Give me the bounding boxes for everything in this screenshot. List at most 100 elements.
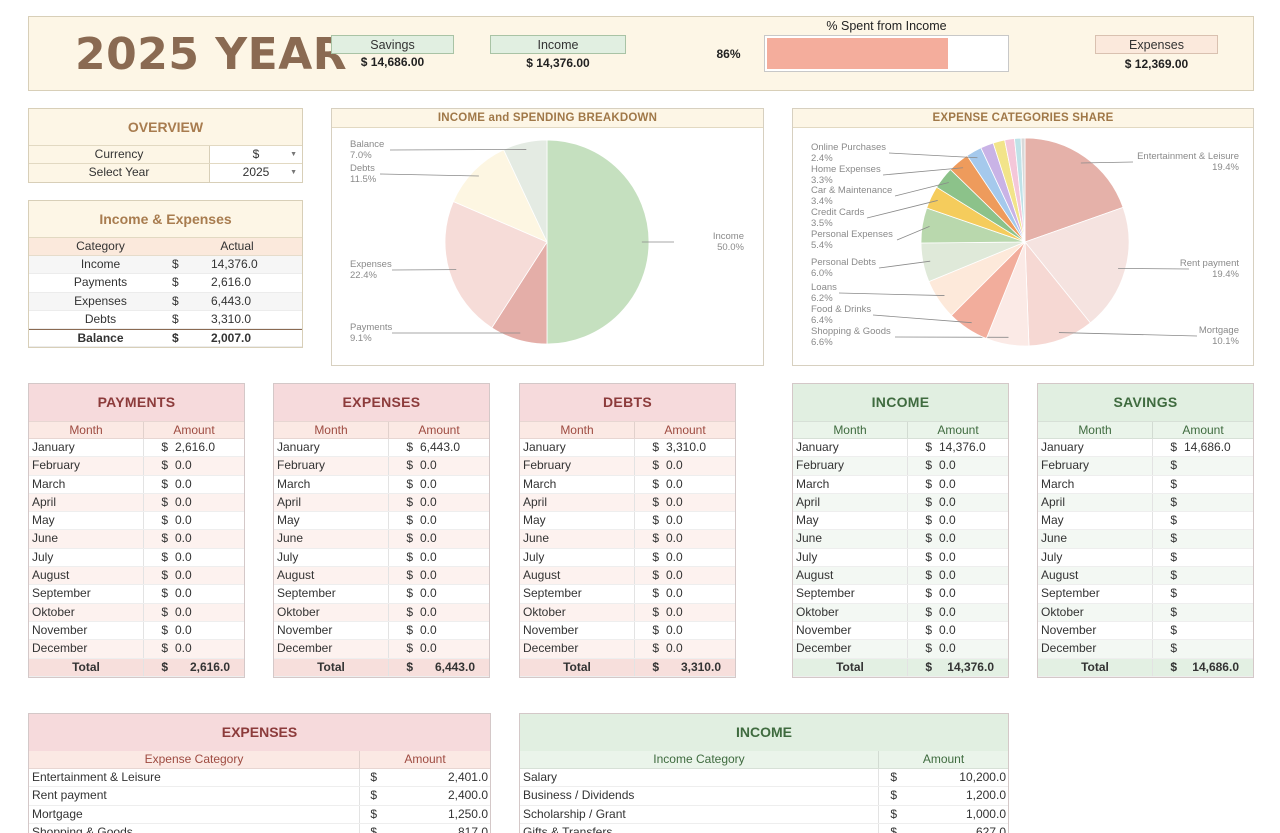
amount-cell[interactable]: 0.0	[939, 622, 956, 637]
amount-cell[interactable]: 3,310.0	[666, 440, 707, 454]
dropdown-arrow-icon[interactable]: ▼	[290, 169, 297, 176]
amount-cell[interactable]: 0.0	[939, 568, 956, 583]
amount-cell[interactable]: 0.0	[175, 531, 192, 546]
amount-cell[interactable]: 0.0	[420, 586, 437, 601]
month-cell: December	[29, 640, 144, 658]
amount-cell[interactable]	[1177, 622, 1253, 639]
amount-cell[interactable]: 0.0	[939, 458, 956, 473]
amount-cell[interactable]	[1177, 476, 1253, 493]
amount-cell[interactable]: 0.0	[420, 604, 437, 619]
amount-cell[interactable]: 0.0	[939, 531, 956, 546]
table-body: January $14,686.0 February $ March $ April $ May…	[1038, 439, 1253, 659]
table-title: DEBTS	[520, 384, 735, 421]
month-cell: June	[793, 530, 908, 548]
amount-cell[interactable]: 0.0	[175, 458, 192, 473]
amount-cell[interactable]	[1177, 585, 1253, 602]
month-cell: November	[793, 621, 908, 640]
amount-cell[interactable]: 0.0	[666, 586, 683, 601]
amount-cell[interactable]: 0.0	[175, 494, 192, 509]
currency-cell: $	[925, 586, 932, 601]
table-row: February $0.0	[274, 457, 489, 476]
year-select[interactable]: 2025 ▼	[209, 164, 302, 182]
amount-cell[interactable]: 2,400.0	[447, 788, 488, 803]
percent-spent-label: % Spent from Income	[826, 19, 947, 33]
currency-cell: $	[406, 458, 413, 473]
amount-cell[interactable]: 0.0	[939, 476, 956, 491]
amount-cell[interactable]: 0.0	[175, 604, 192, 619]
amount-cell[interactable]: 0.0	[666, 494, 683, 509]
income-category-table: INCOME Income Category Amount Salary $10,…	[519, 713, 1009, 833]
amount-cell[interactable]: 1,250.0	[447, 806, 488, 821]
amount-cell[interactable]: 0.0	[420, 476, 437, 491]
amount-cell[interactable]: 0.0	[175, 513, 192, 528]
amount-cell[interactable]: 627.0	[975, 824, 1006, 833]
amount-cell[interactable]: 0.0	[666, 622, 683, 637]
pie-slice[interactable]	[452, 149, 548, 243]
amount-cell[interactable]: 0.0	[939, 494, 956, 509]
amount-cell[interactable]: 0.0	[420, 549, 437, 564]
table-row: April $	[1038, 493, 1253, 513]
amount-cell[interactable]	[1177, 549, 1253, 566]
currency-cell: $	[925, 513, 932, 528]
amount-cell[interactable]: 0.0	[175, 641, 192, 656]
amount-cell[interactable]: 0.0	[175, 476, 192, 491]
amount-cell[interactable]: 0.0	[939, 586, 956, 601]
dropdown-arrow-icon[interactable]: ▼	[290, 151, 297, 158]
pie-slice[interactable]	[1024, 206, 1130, 324]
amount-cell[interactable]	[1177, 512, 1253, 529]
amount-cell[interactable]: 0.0	[420, 458, 437, 473]
amount-cell[interactable]: 0.0	[939, 549, 956, 564]
amount-cell[interactable]: 0.0	[175, 568, 192, 583]
amount-cell[interactable]: 0.0	[666, 549, 683, 564]
amount-cell[interactable]: 0.0	[666, 513, 683, 528]
amount-cell[interactable]: 0.0	[420, 494, 437, 509]
amount-cell[interactable]: 6,443.0	[420, 440, 461, 454]
amount-cell[interactable]: 10,200.0	[959, 770, 1006, 784]
amount-cell[interactable]	[1177, 494, 1253, 511]
leader-line	[1058, 332, 1198, 337]
amount-cell[interactable]: 14,376.0	[939, 440, 986, 454]
amount-cell[interactable]: 0.0	[420, 568, 437, 583]
amount-cell[interactable]: 0.0	[666, 604, 683, 619]
currency-select[interactable]: $ ▼	[209, 146, 302, 163]
month-cell: December	[520, 640, 635, 658]
pie-slice[interactable]	[444, 200, 548, 329]
table-header: Month Amount	[520, 421, 735, 439]
amount-cell[interactable]: 0.0	[666, 568, 683, 583]
amount-cell[interactable]: 0.0	[420, 622, 437, 637]
total-value: 14,686.0	[1192, 659, 1239, 674]
amount-cell[interactable]: 0.0	[175, 549, 192, 564]
amount-cell[interactable]: 2,401.0	[447, 770, 488, 784]
amount-cell[interactable]	[1177, 530, 1253, 547]
amount-cell[interactable]	[1177, 567, 1253, 584]
pie-slice[interactable]	[1020, 137, 1026, 243]
row-value: 2,616.0	[211, 275, 252, 290]
amount-cell[interactable]: 2,616.0	[175, 440, 216, 454]
amount-cell[interactable]: 0.0	[666, 641, 683, 656]
amount-cell[interactable]: 817.0	[457, 824, 488, 833]
amount-cell[interactable]: 0.0	[939, 604, 956, 619]
amount-cell[interactable]: 1,000.0	[965, 806, 1006, 821]
amount-cell[interactable]: 0.0	[666, 476, 683, 491]
table-row: Gifts & Transfers $627.0	[520, 823, 1008, 833]
amount-cell[interactable]: 0.0	[420, 641, 437, 656]
dashboard-header: 2025 YEAR Savings $ 14,686.00 Income $ 1…	[28, 16, 1254, 91]
amount-cell[interactable]: 0.0	[175, 586, 192, 601]
amount-cell[interactable]: 0.0	[939, 513, 956, 528]
amount-cell[interactable]: 1,200.0	[965, 788, 1006, 803]
amount-cell[interactable]: 0.0	[420, 513, 437, 528]
amount-cell[interactable]: 14,686.0	[1184, 440, 1231, 454]
amount-cell[interactable]	[1177, 604, 1253, 621]
table-row: Oktober $0.0	[274, 603, 489, 622]
pie-slice[interactable]	[546, 139, 650, 345]
amount-cell[interactable]: 0.0	[939, 641, 956, 656]
amount-cell[interactable]: 0.0	[175, 622, 192, 637]
month-cell: September	[1038, 585, 1153, 603]
amount-cell[interactable]: 0.0	[666, 531, 683, 546]
year-value: 2025	[242, 165, 270, 179]
amount-cell[interactable]: 0.0	[420, 531, 437, 546]
amount-cell[interactable]	[1177, 640, 1253, 657]
amount-cell[interactable]	[1177, 457, 1253, 474]
currency-cell: $	[161, 440, 168, 454]
amount-cell[interactable]: 0.0	[666, 458, 683, 473]
